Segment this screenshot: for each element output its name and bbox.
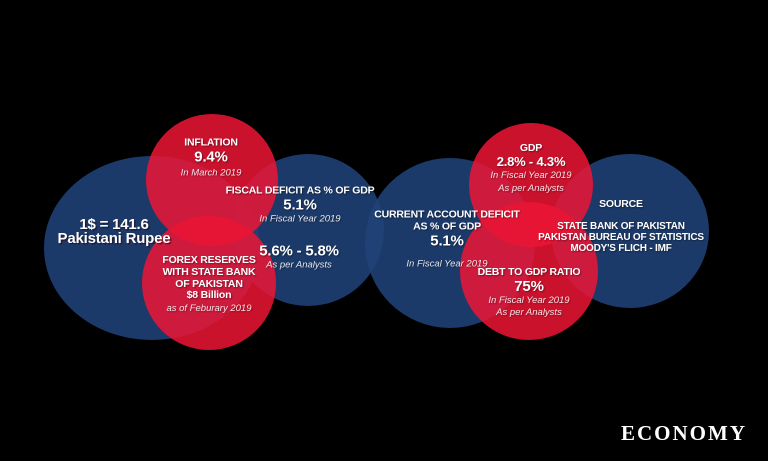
label-forex-reserves-line-4: as of Feburary 2019 <box>166 303 252 315</box>
label-exchange-rate: 1$ = 141.6 Pakistani Rupee <box>57 215 171 247</box>
label-gdp: GDP 2.8% - 4.3% In Fiscal Year 2019 As per … <box>490 142 572 195</box>
label-current-account: CURRENT ACCOUNT DEFICIT AS % OF GDP 5.1% In… <box>374 208 520 271</box>
label-debt-to-gdp-line-1: 75% <box>514 277 544 295</box>
label-fiscal-deficit-line-0: FISCAL DEFICIT AS % OF GDP <box>225 184 375 197</box>
label-fiscal-analysts: 5.6% - 5.8% As per Analysts <box>259 242 339 271</box>
label-fiscal-analysts-line-1: As per Analysts <box>266 259 332 271</box>
label-gdp-line-2: In Fiscal Year 2019 <box>490 170 572 182</box>
bubble-debt-to-gdp-circle <box>460 202 598 340</box>
label-current-account-line-3: In Fiscal Year 2019 <box>406 258 488 270</box>
label-exchange-rate-line-1: Pakistani Rupee <box>57 230 171 247</box>
label-debt-to-gdp-line-2: In Fiscal Year 2019 <box>488 294 570 306</box>
label-current-account-line-2: 5.1% <box>430 232 464 250</box>
label-gdp-line-3: As per Analysts <box>498 183 564 195</box>
label-debt-to-gdp-line-0: DEBT TO GDP RATIO <box>477 266 581 279</box>
label-exchange-rate-line-0: 1$ = 141.6 <box>79 215 149 233</box>
label-inflation-line-1: 9.4% <box>194 148 228 166</box>
label-source-title-line-0: SOURCE <box>599 198 643 211</box>
economy-wordmark: ECONOMY <box>621 421 747 445</box>
label-source-title: SOURCE <box>599 198 643 211</box>
label-source-list-line-1: PAKISTAN BUREAU OF STATISTICS <box>538 232 704 244</box>
label-fiscal-deficit: FISCAL DEFICIT AS % OF GDP 5.1% In Fiscal … <box>226 185 375 224</box>
label-fiscal-deficit-line-1: 5.1% <box>283 196 317 214</box>
label-inflation-line-2: In March 2019 <box>180 166 242 178</box>
label-forex-reserves-line-3: $8 Billion <box>186 289 232 302</box>
label-debt-to-gdp-line-3: As per Analysts <box>496 307 562 319</box>
label-gdp-line-0: GDP <box>519 142 543 155</box>
label-gdp-line-1: 2.8% - 4.3% <box>496 153 566 169</box>
label-forex-reserves: FOREX RESERVES WITH STATE BANK OF PAKISTAN… <box>162 254 256 315</box>
label-current-account-line-1: AS % OF GDP <box>413 220 481 233</box>
label-debt-to-gdp: DEBT TO GDP RATIO 75% In Fiscal Year 2019 A… <box>477 266 581 319</box>
label-source-list-line-2: MOODY'S FLICH - IMF <box>570 243 672 255</box>
label-forex-reserves-line-0: FOREX RESERVES <box>162 254 256 267</box>
label-fiscal-deficit-line-2: In Fiscal Year 2019 <box>259 212 341 224</box>
label-source-list-line-0: STATE BANK OF PAKISTAN <box>557 221 685 233</box>
bubble-forex-reserves-circle <box>142 216 276 350</box>
label-current-account-line-0: CURRENT ACCOUNT DEFICIT <box>374 208 520 221</box>
label-forex-reserves-line-2: OF PAKISTAN <box>175 277 243 290</box>
label-inflation-line-0: INFLATION <box>184 136 238 149</box>
label-inflation: INFLATION 9.4% In March 2019 <box>181 137 242 178</box>
label-fiscal-analysts-line-0: 5.6% - 5.8% <box>259 242 339 260</box>
label-source-list: STATE BANK OF PAKISTAN PAKISTAN BUREAU OF… <box>538 221 704 255</box>
label-forex-reserves-line-1: WITH STATE BANK <box>162 265 256 278</box>
